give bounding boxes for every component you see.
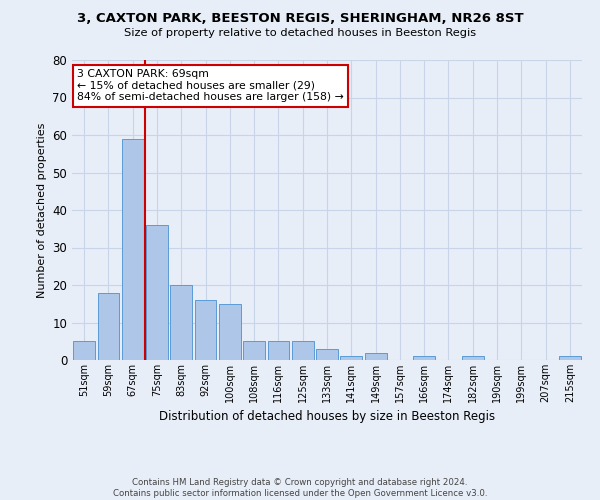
Text: 3 CAXTON PARK: 69sqm
← 15% of detached houses are smaller (29)
84% of semi-detac: 3 CAXTON PARK: 69sqm ← 15% of detached h…: [77, 69, 344, 102]
Text: Size of property relative to detached houses in Beeston Regis: Size of property relative to detached ho…: [124, 28, 476, 38]
Bar: [73, 341, 95, 360]
Bar: [219, 304, 241, 360]
Bar: [170, 285, 192, 360]
Bar: [462, 356, 484, 360]
Bar: [97, 292, 119, 360]
Bar: [268, 341, 289, 360]
Bar: [413, 356, 435, 360]
Bar: [194, 300, 217, 360]
Text: 3, CAXTON PARK, BEESTON REGIS, SHERINGHAM, NR26 8ST: 3, CAXTON PARK, BEESTON REGIS, SHERINGHA…: [77, 12, 523, 26]
Bar: [559, 356, 581, 360]
Bar: [243, 341, 265, 360]
Bar: [365, 352, 386, 360]
Bar: [316, 349, 338, 360]
Bar: [292, 341, 314, 360]
Text: Contains HM Land Registry data © Crown copyright and database right 2024.
Contai: Contains HM Land Registry data © Crown c…: [113, 478, 487, 498]
Y-axis label: Number of detached properties: Number of detached properties: [37, 122, 47, 298]
Bar: [340, 356, 362, 360]
Bar: [122, 138, 143, 360]
Bar: [146, 225, 168, 360]
X-axis label: Distribution of detached houses by size in Beeston Regis: Distribution of detached houses by size …: [159, 410, 495, 424]
